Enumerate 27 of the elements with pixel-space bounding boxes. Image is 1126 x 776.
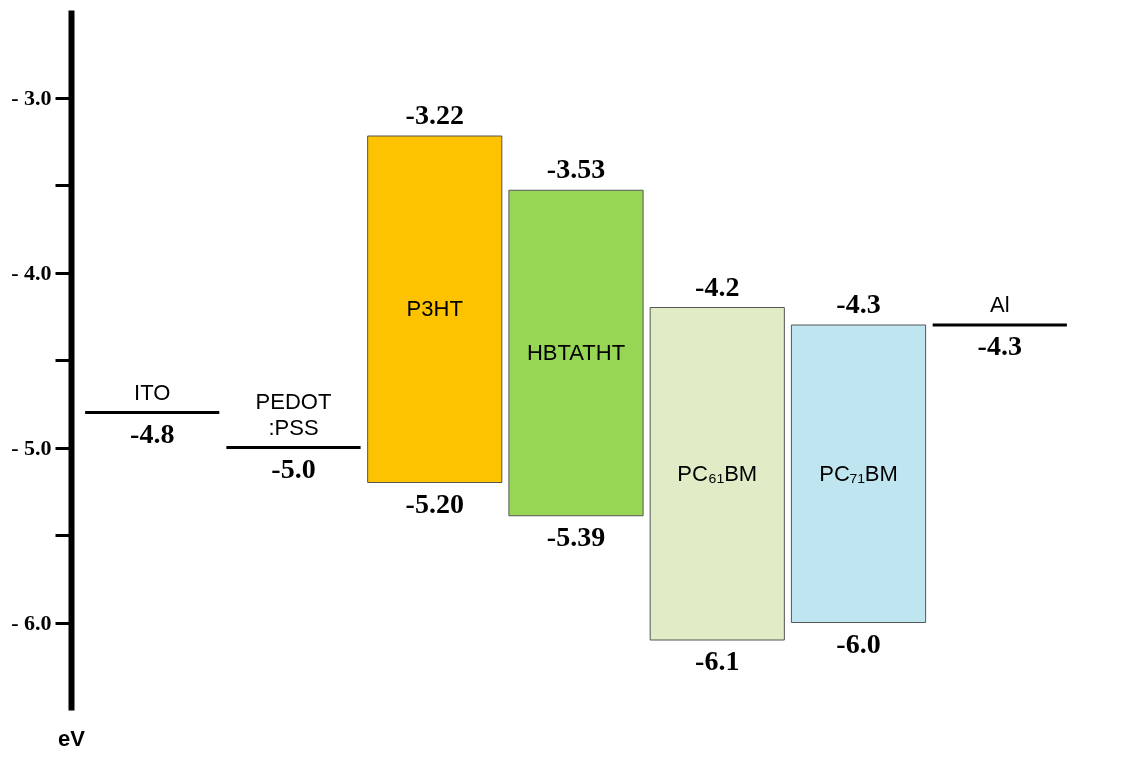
bar [790,324,927,623]
annotation: -3.22 [405,99,464,130]
x-tick-label: PEDOT :PSS [255,388,332,440]
y-tick-label: - 6.0 [11,610,52,635]
annotation: -5.39 [546,520,606,552]
bar [508,189,644,517]
annotation: -4.3 [836,288,881,319]
x-tick-label: PC₇₁BM [819,460,898,486]
bar [649,307,785,641]
y-tick-label: - 3.0 [11,85,52,110]
x-tick-label: Al [989,292,1010,317]
annotation: -3.53 [546,153,606,185]
x-tick-label: PC₆₁BM [677,460,758,486]
annotation: -5.20 [405,487,464,519]
y-tick-label: - 5.0 [11,435,52,460]
annotation: -4.3 [977,330,1022,361]
annotation: -5.0 [271,452,316,484]
annotation: -4.2 [695,270,740,302]
bar [367,135,503,483]
annotation: -4.8 [130,417,175,449]
x-tick-label: ITO [134,379,171,405]
annotation: -6.0 [836,627,881,659]
x-tick-label: HBTATHT [526,340,626,365]
x-tick-label: P3HT [406,296,463,322]
annotation: -6.1 [695,645,740,676]
y-tick-label: - 4.0 [11,260,52,285]
y-axis-title: eV [58,725,86,751]
